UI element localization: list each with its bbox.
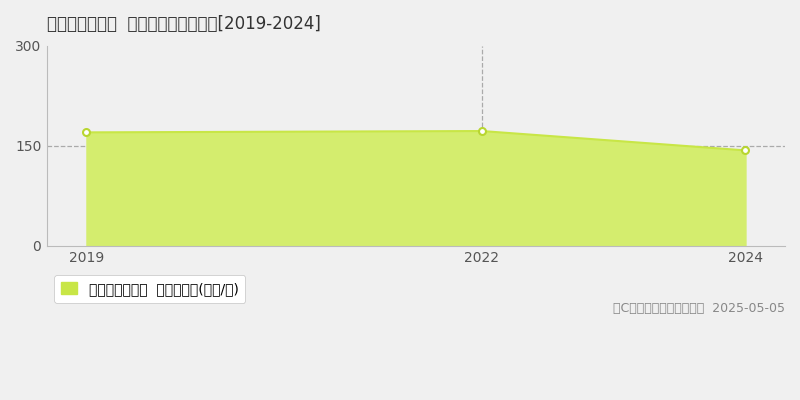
Legend: マンション価格  平均坪単価(万円/坪): マンション価格 平均坪単価(万円/坪): [54, 275, 246, 303]
Text: （C）土地価格ドットコム  2025-05-05: （C）土地価格ドットコム 2025-05-05: [613, 302, 785, 315]
Text: 堺市堺区榎元町  マンション価格推移[2019-2024]: 堺市堺区榎元町 マンション価格推移[2019-2024]: [47, 15, 321, 33]
